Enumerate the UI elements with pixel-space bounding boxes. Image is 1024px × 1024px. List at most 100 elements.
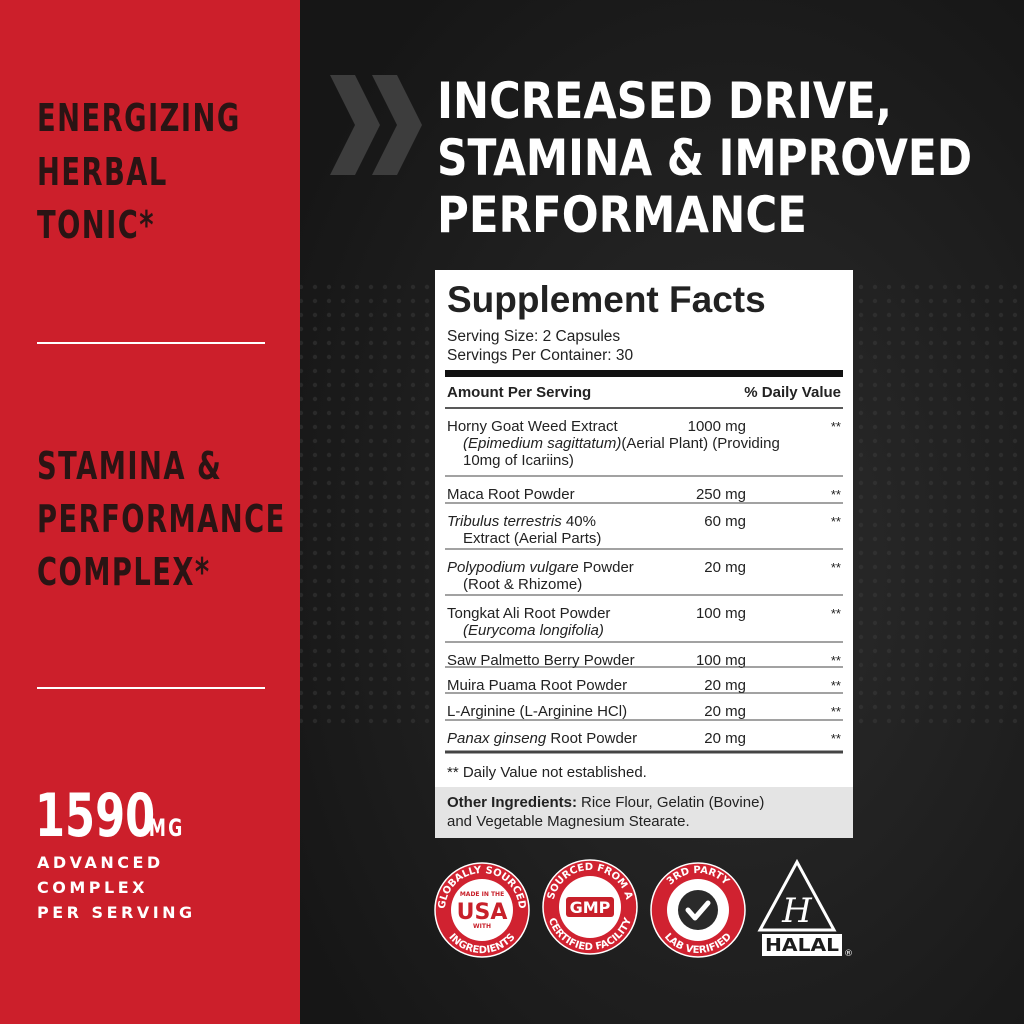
name-segment: L-Arginine (L-Arginine HCl) [447,703,627,720]
ingredient-amount: 20 mg [704,559,746,576]
ingredient-amount: 100 mg [696,652,746,669]
feature-text: HERBAL [37,149,168,194]
ingredient-name: (Epimedium sagittatum)(Aerial Plant) (Pr… [463,435,780,452]
check-icon [685,900,711,921]
halal-label: HALAL [765,935,839,956]
feature-text: TONIC* [37,202,155,247]
name-segment: Muira Puama Root Powder [447,677,627,694]
headline: PERFORMANCE [437,186,807,244]
header-amount: Amount Per Serving [447,384,591,401]
ingredient-dv: ** [831,731,841,746]
ingredient-name: Tongkat Ali Root Powder [447,605,610,622]
ingredient-name: Polypodium vulgare Powder [447,559,634,576]
amount: 1590 [35,781,155,851]
halal-letter: H [781,891,813,931]
ingredient-amount: 20 mg [704,730,746,747]
ingredient-dv: ** [831,704,841,719]
ingredient-amount: 20 mg [704,677,746,694]
halal-mark: ® [844,949,853,959]
badge-center-small: WITH [473,923,491,930]
name-segment: (Epimedium sagittatum) [463,435,621,452]
servings-per-container: Servings Per Container: 30 [447,347,633,364]
ingredient-name: 10mg of Icariins) [463,452,574,469]
ingredient-amount: 1000 mg [688,418,746,435]
name-segment: Tribulus terrestris [447,513,562,530]
feature-text: STAMINA & [37,443,222,488]
ingredient-name: Muira Puama Root Powder [447,677,627,694]
ingredient-amount: 60 mg [704,513,746,530]
ingredient-name: Horny Goat Weed Extract [447,418,618,435]
name-segment: Powder [579,559,634,576]
feature-line-group: PERFORMANCE [37,496,286,541]
name-segment: (Eurycoma longifolia) [463,622,604,639]
name-segment: Horny Goat Weed Extract [447,418,618,435]
feature-text: PERFORMANCE [37,496,286,541]
name-segment: Saw Palmetto Berry Powder [447,652,635,669]
thick-rule [445,370,843,377]
sidebar [0,0,300,1024]
name-segment: Maca Root Powder [447,486,575,503]
other-ingredients-box [435,787,853,838]
ingredient-name: Tribulus terrestris 40% [447,513,596,530]
ingredient-amount: 250 mg [696,486,746,503]
feature-text: ENERGIZING [37,95,241,140]
feature-line-group: COMPLEX* [37,549,209,594]
name-segment: (Aerial Plant) (Providing [621,435,779,452]
facts-panel [435,270,853,838]
other-text: and Vegetable Magnesium Stearate. [447,813,690,830]
ingredient-amount: 100 mg [696,605,746,622]
caption: COMPLEX [37,878,148,897]
name-segment: Root Powder [546,730,637,747]
header-dv: % Daily Value [744,384,841,401]
chevron [330,75,380,175]
name-segment: Panax ginseng [447,730,547,747]
ingredient-name: Maca Root Powder [447,486,575,503]
serving-size: Serving Size: 2 Capsules [447,328,620,345]
caption: ADVANCED [37,853,164,872]
name-segment: Extract (Aerial Parts) [463,530,601,547]
caption: PER SERVING [37,903,196,922]
feature-line-group: TONIC* [37,202,155,247]
check-circle [678,890,718,930]
badge-inner [451,879,513,941]
ingredient-dv: ** [831,606,841,621]
facts-title: Supplement Facts [447,279,766,320]
ingredient-name: Extract (Aerial Parts) [463,530,601,547]
ingredient-dv: ** [831,678,841,693]
halal-triangle [757,858,837,932]
headline: STAMINA & IMPROVED [437,129,972,187]
ingredient-dv: ** [831,419,841,434]
ingredient-name: (Root & Rhizome) [463,576,582,593]
feature-line-group: STAMINA & [37,443,222,488]
chevron [372,75,422,175]
ingredient-dv: ** [831,487,841,502]
headline: INCREASED DRIVE, [437,72,892,130]
badge-banner [566,897,614,917]
name-segment: Tongkat Ali Root Powder [447,605,610,622]
ingredient-dv: ** [831,560,841,575]
name-segment: (Root & Rhizome) [463,576,582,593]
ingredient-name: (Eurycoma longifolia) [463,622,604,639]
badge-center-small: MADE IN THE [460,891,504,898]
footnote: ** Daily Value not established. [447,764,647,781]
ingredient-dv: ** [831,653,841,668]
ingredient-name: Panax ginseng Root Powder [447,730,637,747]
feature-line-group: ENERGIZING [37,95,241,140]
halal-label-box [762,934,842,956]
ingredient-dv: ** [831,514,841,529]
other-label: Other Ingredients: [447,794,577,811]
feature-line-group: HERBAL [37,149,168,194]
badge-center-big: GMP [570,898,611,917]
name-segment: 10mg of Icariins) [463,452,574,469]
name-segment: 40% [562,513,596,530]
ingredient-amount: 20 mg [704,703,746,720]
ingredient-name: Saw Palmetto Berry Powder [447,652,635,669]
name-segment: Polypodium vulgare [447,559,579,576]
amount-unit: MG [149,814,185,842]
badge-center-big: USA [457,900,508,925]
other-ingredients: Other Ingredients: Rice Flour, Gelatin (B… [447,794,764,811]
ingredient-name: L-Arginine (L-Arginine HCl) [447,703,627,720]
